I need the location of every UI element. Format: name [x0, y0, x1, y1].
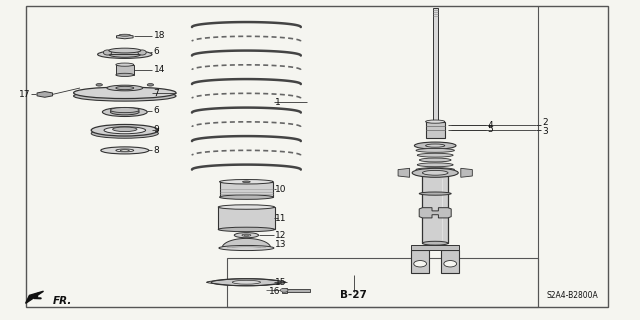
Ellipse shape: [92, 129, 159, 138]
Ellipse shape: [107, 85, 143, 91]
Ellipse shape: [426, 120, 445, 123]
Ellipse shape: [111, 108, 140, 113]
Polygon shape: [282, 288, 287, 293]
Polygon shape: [37, 92, 52, 97]
Ellipse shape: [416, 168, 454, 172]
Ellipse shape: [416, 148, 454, 152]
Text: 10: 10: [275, 185, 287, 194]
Bar: [218, 207, 275, 229]
Text: 15: 15: [275, 278, 287, 287]
Ellipse shape: [98, 51, 152, 59]
Ellipse shape: [116, 63, 134, 66]
Text: 6: 6: [154, 47, 159, 56]
Ellipse shape: [218, 227, 275, 232]
Polygon shape: [461, 168, 472, 177]
Ellipse shape: [426, 144, 445, 147]
Ellipse shape: [232, 280, 260, 284]
Ellipse shape: [419, 192, 451, 195]
Ellipse shape: [120, 150, 129, 151]
Bar: [426, 122, 445, 138]
Ellipse shape: [220, 180, 273, 184]
Polygon shape: [398, 168, 410, 177]
Ellipse shape: [422, 241, 448, 245]
Ellipse shape: [244, 235, 249, 236]
Ellipse shape: [243, 181, 250, 182]
Ellipse shape: [415, 142, 456, 149]
Text: 1: 1: [275, 98, 281, 107]
Bar: [412, 245, 460, 250]
Bar: [116, 65, 134, 75]
Ellipse shape: [92, 124, 159, 136]
Text: 4: 4: [488, 121, 493, 130]
Ellipse shape: [96, 84, 102, 86]
Ellipse shape: [417, 163, 453, 167]
Text: 5: 5: [488, 125, 493, 134]
Bar: [412, 250, 429, 273]
Text: 6: 6: [154, 106, 159, 115]
Text: FR.: FR.: [52, 296, 72, 306]
Text: 11: 11: [275, 214, 287, 223]
Bar: [433, 8, 438, 128]
Bar: [227, 258, 538, 307]
Circle shape: [414, 260, 427, 267]
Text: 18: 18: [154, 31, 165, 40]
Ellipse shape: [74, 91, 176, 101]
Circle shape: [444, 260, 457, 267]
Text: 7: 7: [154, 89, 159, 98]
Ellipse shape: [104, 127, 146, 134]
Ellipse shape: [422, 172, 448, 176]
Text: B-27: B-27: [340, 290, 367, 300]
Text: 8: 8: [154, 146, 159, 155]
Bar: [285, 289, 310, 292]
Ellipse shape: [419, 158, 451, 162]
Ellipse shape: [101, 147, 149, 154]
Ellipse shape: [219, 245, 274, 251]
Polygon shape: [26, 291, 44, 303]
Ellipse shape: [116, 73, 134, 76]
Text: 9: 9: [154, 125, 159, 134]
Ellipse shape: [234, 233, 259, 238]
Bar: [220, 182, 273, 197]
Ellipse shape: [119, 34, 131, 36]
Ellipse shape: [109, 48, 141, 53]
Bar: [442, 250, 460, 273]
Ellipse shape: [147, 84, 154, 86]
Ellipse shape: [102, 108, 147, 116]
Text: 14: 14: [154, 65, 165, 74]
Ellipse shape: [211, 279, 282, 286]
Ellipse shape: [412, 168, 458, 177]
Polygon shape: [419, 208, 451, 218]
Ellipse shape: [220, 195, 273, 199]
Text: 3: 3: [543, 127, 548, 136]
Text: 16: 16: [269, 287, 280, 296]
Ellipse shape: [422, 170, 448, 175]
Text: 17: 17: [19, 90, 31, 99]
Ellipse shape: [104, 50, 112, 55]
Text: 13: 13: [275, 240, 287, 249]
Text: 2: 2: [543, 118, 548, 127]
Polygon shape: [222, 238, 271, 248]
Polygon shape: [116, 35, 133, 39]
Ellipse shape: [116, 149, 134, 152]
Ellipse shape: [218, 205, 275, 209]
Ellipse shape: [417, 153, 453, 157]
Text: S2A4-B2800A: S2A4-B2800A: [547, 292, 598, 300]
Ellipse shape: [242, 234, 251, 236]
Text: 12: 12: [275, 231, 287, 240]
Ellipse shape: [116, 86, 134, 90]
Circle shape: [280, 288, 288, 292]
Ellipse shape: [138, 50, 147, 55]
Bar: [422, 174, 448, 243]
Ellipse shape: [113, 127, 137, 132]
Bar: [109, 51, 141, 54]
Ellipse shape: [109, 52, 141, 57]
Ellipse shape: [74, 87, 176, 99]
Ellipse shape: [111, 109, 140, 115]
